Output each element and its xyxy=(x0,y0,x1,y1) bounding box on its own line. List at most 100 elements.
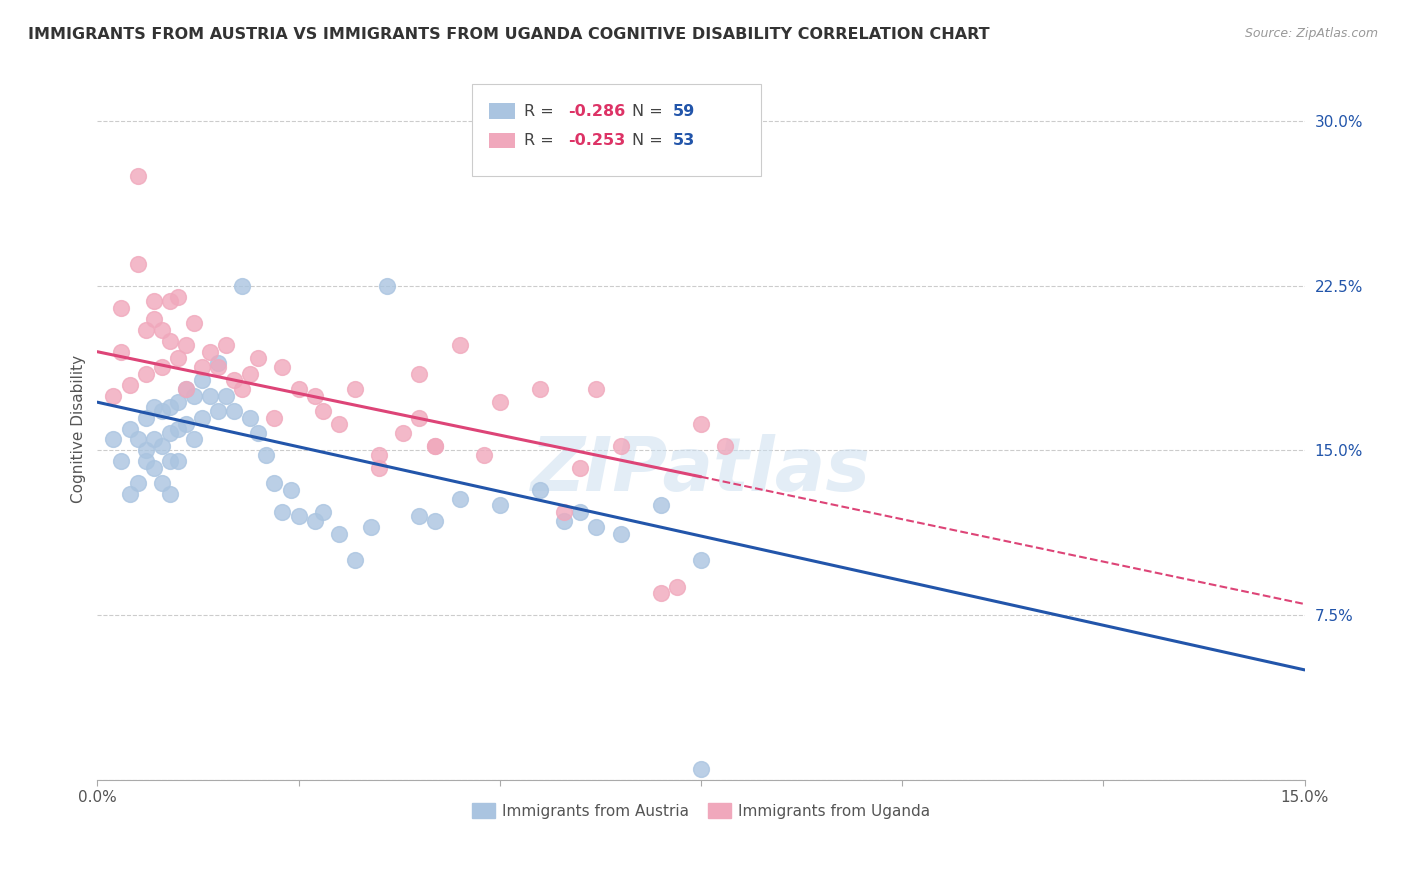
Point xyxy=(118,421,141,435)
Point xyxy=(254,448,277,462)
Point xyxy=(304,514,326,528)
Point xyxy=(529,483,551,497)
Point xyxy=(150,360,173,375)
Point xyxy=(142,461,165,475)
Point xyxy=(312,404,335,418)
Point xyxy=(271,505,294,519)
Point xyxy=(118,377,141,392)
Point xyxy=(198,389,221,403)
Point xyxy=(368,461,391,475)
Point xyxy=(150,476,173,491)
Point xyxy=(609,439,631,453)
Point xyxy=(425,514,447,528)
Point xyxy=(166,351,188,366)
FancyBboxPatch shape xyxy=(488,133,515,148)
Y-axis label: Cognitive Disability: Cognitive Disability xyxy=(72,354,86,502)
Point xyxy=(159,487,181,501)
Point xyxy=(425,439,447,453)
Point xyxy=(449,491,471,506)
Point xyxy=(103,389,125,403)
Point xyxy=(142,433,165,447)
Text: N =: N = xyxy=(633,133,668,148)
Point xyxy=(191,410,214,425)
Text: 53: 53 xyxy=(673,133,696,148)
Point xyxy=(408,410,430,425)
Point xyxy=(231,382,253,396)
Point xyxy=(118,487,141,501)
Text: -0.286: -0.286 xyxy=(568,103,626,119)
Point xyxy=(191,373,214,387)
Point xyxy=(408,509,430,524)
Point xyxy=(110,454,132,468)
Point xyxy=(343,382,366,396)
Point xyxy=(135,323,157,337)
Point xyxy=(328,417,350,431)
Point xyxy=(142,294,165,309)
Point xyxy=(127,257,149,271)
Point xyxy=(488,499,510,513)
Point xyxy=(207,404,229,418)
Text: R =: R = xyxy=(523,103,558,119)
Text: 59: 59 xyxy=(673,103,696,119)
Point xyxy=(690,417,713,431)
Point xyxy=(609,526,631,541)
Point xyxy=(472,448,495,462)
Point xyxy=(159,294,181,309)
Point xyxy=(215,389,238,403)
Point xyxy=(488,395,510,409)
Point xyxy=(714,439,737,453)
Point xyxy=(150,323,173,337)
Point xyxy=(449,338,471,352)
Text: Source: ZipAtlas.com: Source: ZipAtlas.com xyxy=(1244,27,1378,40)
Point xyxy=(166,454,188,468)
Point xyxy=(183,389,205,403)
FancyBboxPatch shape xyxy=(488,103,515,119)
Text: -0.253: -0.253 xyxy=(568,133,626,148)
Point xyxy=(215,338,238,352)
Text: N =: N = xyxy=(633,103,668,119)
Point xyxy=(263,410,285,425)
Text: IMMIGRANTS FROM AUSTRIA VS IMMIGRANTS FROM UGANDA COGNITIVE DISABILITY CORRELATI: IMMIGRANTS FROM AUSTRIA VS IMMIGRANTS FR… xyxy=(28,27,990,42)
Point xyxy=(343,553,366,567)
Point xyxy=(585,382,607,396)
Point xyxy=(174,382,197,396)
Point xyxy=(191,360,214,375)
Point xyxy=(569,505,592,519)
Point xyxy=(183,316,205,330)
Point xyxy=(665,580,688,594)
Point xyxy=(174,338,197,352)
Point xyxy=(239,410,262,425)
Point xyxy=(110,344,132,359)
Point xyxy=(312,505,335,519)
Point xyxy=(239,367,262,381)
Point xyxy=(529,382,551,396)
Point xyxy=(408,367,430,381)
Point xyxy=(585,520,607,534)
Point xyxy=(142,311,165,326)
Point xyxy=(690,762,713,776)
Point xyxy=(375,279,398,293)
Point xyxy=(142,400,165,414)
Point xyxy=(368,448,391,462)
Point xyxy=(280,483,302,497)
Text: R =: R = xyxy=(523,133,558,148)
Legend: Immigrants from Austria, Immigrants from Uganda: Immigrants from Austria, Immigrants from… xyxy=(465,797,936,824)
Point xyxy=(287,509,309,524)
Point xyxy=(127,433,149,447)
Point xyxy=(207,360,229,375)
Point xyxy=(135,367,157,381)
Point xyxy=(166,395,188,409)
Point xyxy=(247,351,270,366)
Point xyxy=(207,356,229,370)
Point xyxy=(360,520,382,534)
Point xyxy=(135,410,157,425)
Point xyxy=(392,425,415,440)
Point xyxy=(150,439,173,453)
Point xyxy=(135,454,157,468)
Point xyxy=(690,553,713,567)
Point xyxy=(174,382,197,396)
Point xyxy=(271,360,294,375)
Point xyxy=(135,443,157,458)
FancyBboxPatch shape xyxy=(471,85,762,176)
Point xyxy=(159,400,181,414)
